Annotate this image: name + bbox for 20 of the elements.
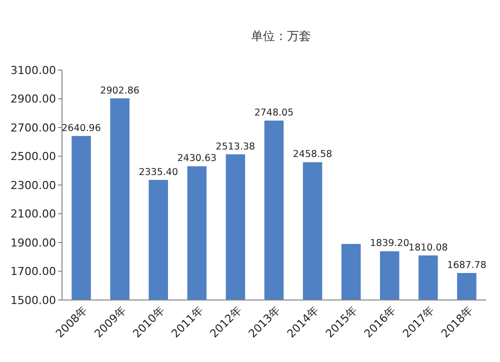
data-label: 1839.20 [370,238,410,250]
data-label: 2458.58 [292,149,332,160]
data-label: 1687.78 [447,260,486,272]
y-tick-label: 1500.00 [10,294,56,307]
data-label: 2513.38 [216,141,256,152]
y-tick-label: 2700.00 [10,121,56,134]
y-tick-label: 1900.00 [10,236,56,250]
data-label: 2748.05 [254,108,294,119]
y-tick-label: 2300.00 [10,178,56,192]
y-tick-label: 2100.00 [10,208,56,221]
data-label: 2430.63 [177,153,217,164]
y-tick-label: 2900.00 [10,92,56,106]
data-label: 1810.08 [408,242,448,254]
data-label: 2335.40 [138,166,178,178]
y-tick-label: 2500.00 [10,150,56,164]
chart-title: 单位：万套 [251,29,311,43]
y-tick-label: 1700.00 [10,265,56,278]
data-label: 2902.86 [100,85,140,96]
y-tick-label: 3100.00 [10,64,56,77]
data-label: 2640.96 [62,122,101,134]
